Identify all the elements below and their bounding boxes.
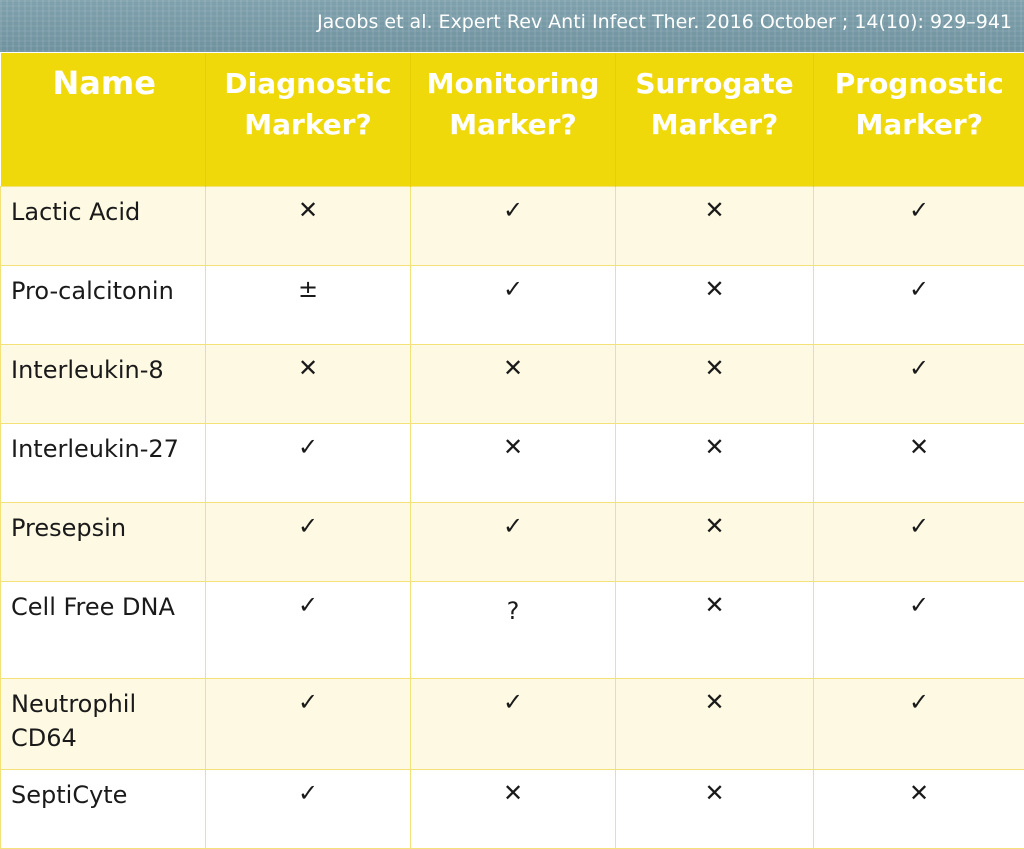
diagnostic-cell: ✓ (206, 679, 411, 770)
prognostic-cell: ✕ (814, 770, 1024, 849)
marker-name: Neutrophil CD64 (1, 679, 206, 770)
prognostic-cell: ✓ (814, 345, 1024, 424)
prognostic-cell: ✓ (814, 503, 1024, 582)
marker-name: Interleukin-27 (1, 424, 206, 503)
diagnostic-cell: ✓ (206, 503, 411, 582)
table-row: SeptiCyte ✓ ✕ ✕ ✕ (1, 770, 1024, 849)
table-row: Lactic Acid ✕ ✓ ✕ ✓ (1, 187, 1024, 266)
table-row: Interleukin-27 ✓ ✕ ✕ ✕ (1, 424, 1024, 503)
table-row: Cell Free DNA ✓ ? ✕ ✓ (1, 582, 1024, 679)
marker-name: Presepsin (1, 503, 206, 582)
monitoring-cell: ✓ (411, 266, 616, 345)
prognostic-cell: ✓ (814, 187, 1024, 266)
surrogate-cell: ✕ (616, 582, 814, 679)
citation-banner: Jacobs et al. Expert Rev Anti Infect The… (0, 0, 1024, 52)
marker-name: Cell Free DNA (1, 582, 206, 679)
header-monitoring: Monitoring Marker? (411, 53, 616, 187)
surrogate-cell: ✕ (616, 266, 814, 345)
surrogate-cell: ✕ (616, 679, 814, 770)
header-surrogate: Surrogate Marker? (616, 53, 814, 187)
surrogate-cell: ✕ (616, 187, 814, 266)
diagnostic-cell: ✓ (206, 582, 411, 679)
marker-table: Name Diagnostic Marker? Monitoring Marke… (0, 53, 1024, 849)
monitoring-cell: ✓ (411, 503, 616, 582)
marker-name: Interleukin-8 (1, 345, 206, 424)
diagnostic-cell: ✕ (206, 187, 411, 266)
monitoring-cell: ? (411, 582, 616, 679)
header-diagnostic: Diagnostic Marker? (206, 53, 411, 187)
monitoring-cell: ✕ (411, 424, 616, 503)
diagnostic-cell: ✓ (206, 424, 411, 503)
header-name: Name (1, 53, 206, 187)
marker-name: SeptiCyte (1, 770, 206, 849)
table-row: Pro-calcitonin ± ✓ ✕ ✓ (1, 266, 1024, 345)
prognostic-cell: ✕ (814, 424, 1024, 503)
diagnostic-cell: ✓ (206, 770, 411, 849)
surrogate-cell: ✕ (616, 503, 814, 582)
monitoring-cell: ✓ (411, 679, 616, 770)
citation-text: Jacobs et al. Expert Rev Anti Infect The… (317, 11, 1012, 33)
diagnostic-cell: ✕ (206, 345, 411, 424)
prognostic-cell: ✓ (814, 266, 1024, 345)
surrogate-cell: ✕ (616, 345, 814, 424)
table-row: Neutrophil CD64 ✓ ✓ ✕ ✓ (1, 679, 1024, 770)
header-prognostic: Prognostic Marker? (814, 53, 1024, 187)
diagnostic-cell: ± (206, 266, 411, 345)
surrogate-cell: ✕ (616, 424, 814, 503)
surrogate-cell: ✕ (616, 770, 814, 849)
table-row: Interleukin-8 ✕ ✕ ✕ ✓ (1, 345, 1024, 424)
header-row: Name Diagnostic Marker? Monitoring Marke… (1, 53, 1024, 187)
marker-name: Pro-calcitonin (1, 266, 206, 345)
prognostic-cell: ✓ (814, 679, 1024, 770)
prognostic-cell: ✓ (814, 582, 1024, 679)
monitoring-cell: ✕ (411, 345, 616, 424)
table-row: Presepsin ✓ ✓ ✕ ✓ (1, 503, 1024, 582)
monitoring-cell: ✓ (411, 187, 616, 266)
monitoring-cell: ✕ (411, 770, 616, 849)
marker-name: Lactic Acid (1, 187, 206, 266)
